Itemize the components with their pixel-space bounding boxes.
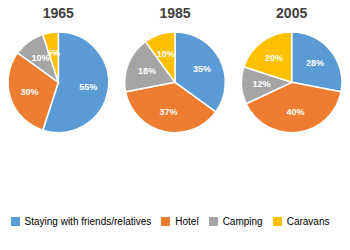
html-text:Hotel: Hotel (175, 216, 199, 227)
svg-text:18%: 18% (138, 66, 156, 76)
svg-text:10%: 10% (157, 49, 175, 59)
svg-text:37%: 37% (159, 107, 177, 117)
svg-text:20%: 20% (265, 53, 283, 63)
html-text:Staying with friends/relatives: Staying with friends/relatives (24, 216, 152, 227)
svg-text:30%: 30% (21, 87, 39, 97)
svg-text:5%: 5% (47, 48, 60, 58)
svg-text:1985: 1985 (159, 5, 190, 21)
svg-text:55%: 55% (79, 82, 97, 92)
svg-text:28%: 28% (306, 58, 324, 68)
html-text:Camping: Camping (222, 216, 263, 227)
svg-text:35%: 35% (193, 64, 211, 74)
svg-text:10%: 10% (31, 53, 50, 64)
svg-text:2005: 2005 (276, 5, 307, 21)
svg-text:40%: 40% (286, 107, 304, 117)
svg-text:12%: 12% (253, 79, 271, 89)
html-text:Caravans: Caravans (286, 216, 330, 227)
svg-text:1965: 1965 (43, 5, 74, 21)
